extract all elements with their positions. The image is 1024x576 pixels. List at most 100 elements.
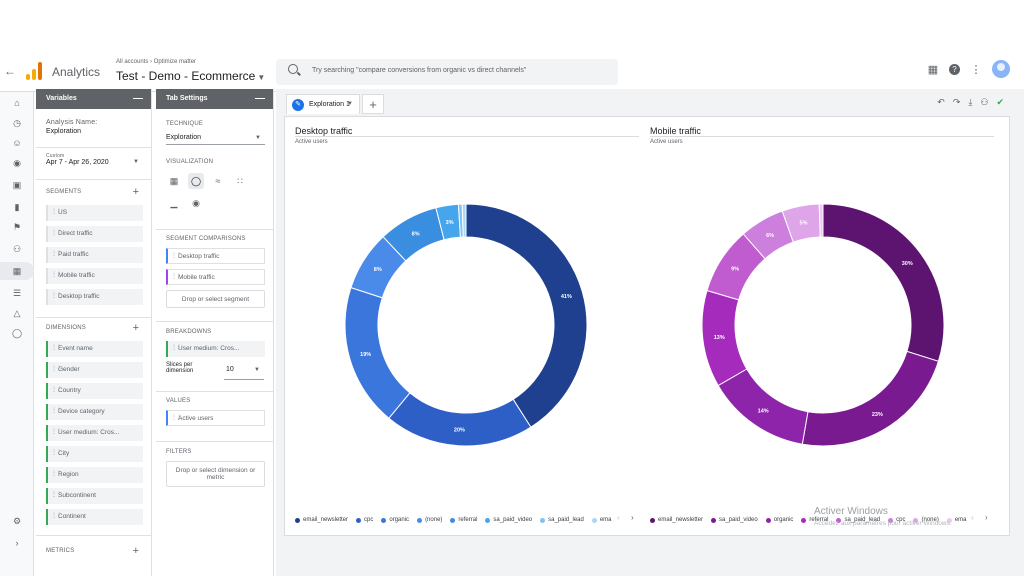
legend-item[interactable]: (none) <box>913 517 939 523</box>
tab-exploration-1[interactable]: ✎ Exploration 1 ▼ <box>286 94 360 114</box>
expand-chevron-icon[interactable]: › <box>15 538 19 548</box>
redo-icon[interactable]: ↷ <box>952 97 961 107</box>
donut-slice-organic[interactable] <box>344 286 411 419</box>
arrow-left-icon[interactable]: ← <box>4 64 16 78</box>
breakdown-chip[interactable]: ⋮⋮ User medium: Cros... <box>166 341 265 357</box>
donut-viz-icon[interactable]: ◯ <box>188 173 204 189</box>
legend-item[interactable]: cpc <box>888 517 905 523</box>
minimize-icon[interactable]: — <box>133 93 143 104</box>
legend-item[interactable]: referral <box>801 517 828 523</box>
legend-label: ema <box>599 517 612 523</box>
caret-down-icon: ▼ <box>133 159 139 165</box>
share-people-icon[interactable]: ⚇ <box>980 97 989 107</box>
analysis-name-input[interactable]: Exploration <box>46 128 82 135</box>
caret-down-icon[interactable]: ▼ <box>347 101 353 107</box>
legend-item[interactable]: cpc <box>356 517 373 523</box>
visualization-section: VISUALIZATION ▦ ◯ ≈ ∷ ▁ ◉ <box>166 159 265 211</box>
donut-slice-cpc[interactable] <box>388 392 532 447</box>
legend-prev-icon[interactable]: ‹ <box>971 513 974 522</box>
geo-viz-icon[interactable]: ◉ <box>192 198 200 208</box>
download-icon[interactable]: ⤓ <box>968 97 973 107</box>
apps-grid-icon[interactable]: ▦ <box>927 63 939 76</box>
legend-prev-icon[interactable]: ‹ <box>617 513 620 522</box>
legend-next-icon[interactable]: › <box>631 513 634 522</box>
shield-check-icon[interactable]: ✔ <box>996 97 1004 107</box>
dimension-chip[interactable]: ⋮⋮ Event name <box>46 341 143 357</box>
legend-item[interactable]: sa_paid_lead <box>540 517 584 523</box>
home-icon[interactable]: ⌂ <box>14 98 20 108</box>
segment-chip[interactable]: ⋮⋮ Paid traffic <box>46 247 143 263</box>
segment-chip[interactable]: ⋮⋮ Direct traffic <box>46 226 143 242</box>
person-pin-icon[interactable]: ⚇ <box>12 244 22 254</box>
scatter-viz-icon[interactable]: ∷ <box>237 176 243 186</box>
filters-drop-zone[interactable]: Drop or select dimension or metric <box>166 461 265 487</box>
avatar[interactable] <box>992 60 1010 78</box>
donut-chart-mobile[interactable]: 30% 23% 14% 13% 9% 6% 5% <box>699 201 947 449</box>
breadcrumb[interactable]: All accounts › Optimize matter <box>116 59 197 65</box>
legend-next-icon[interactable]: › <box>985 513 988 522</box>
dimension-chip[interactable]: ⋮⋮ Device category <box>46 404 143 420</box>
flag-icon[interactable]: ⚑ <box>12 222 22 232</box>
segment-chip[interactable]: ⋮⋮ US <box>46 205 143 221</box>
legend-item[interactable]: ema <box>591 517 612 523</box>
realtime-clock-icon[interactable]: ◷ <box>13 118 21 128</box>
dimension-chip[interactable]: ⋮⋮ City <box>46 446 143 462</box>
donut-slice-organic[interactable] <box>717 368 809 445</box>
dimension-chip[interactable]: ⋮⋮ Continent <box>46 509 143 525</box>
more-vert-icon[interactable]: ⋮ <box>970 63 982 76</box>
legend-item[interactable]: organic <box>765 517 793 523</box>
date-range-picker[interactable]: Custom Apr 7 - Apr 26, 2020 ▼ <box>46 153 143 166</box>
add-tab-button[interactable]: + <box>362 94 384 114</box>
legend-item[interactable]: sa_paid_video <box>711 517 758 523</box>
user-icon[interactable]: ☺ <box>12 138 22 148</box>
hierarchy-icon[interactable]: △ <box>13 308 21 318</box>
explore-icon[interactable]: ▦ <box>0 262 34 280</box>
donut-chart-desktop[interactable]: 41% 20% 19% 8% 8% 3% <box>342 201 590 449</box>
legend-item[interactable]: sa_paid_lead <box>836 517 880 523</box>
dimension-chip[interactable]: ⋮⋮ Gender <box>46 362 143 378</box>
legend-item[interactable]: email_newsletter <box>295 517 348 523</box>
people-list-icon[interactable]: ☰ <box>12 288 22 298</box>
legend-label: referral <box>809 517 829 523</box>
database-icon[interactable]: ◯ <box>11 328 23 338</box>
help-icon[interactable]: ? <box>949 63 960 75</box>
technique-select[interactable]: Exploration <box>166 134 202 141</box>
segment-chip[interactable]: ⋮⋮ Mobile traffic <box>46 268 143 284</box>
legend-swatch <box>591 517 597 523</box>
donut-slice-sa-paid-video[interactable] <box>801 350 940 447</box>
value-chip[interactable]: ⋮⋮ Active users <box>166 410 265 426</box>
legend-item[interactable]: organic <box>381 517 409 523</box>
donut-slice-email[interactable] <box>818 203 824 238</box>
segment-chip[interactable]: ⋮⋮ Desktop traffic <box>46 289 143 305</box>
legend-item[interactable]: sa_paid_video <box>485 517 532 523</box>
devices-icon[interactable]: ▮ <box>14 202 20 212</box>
minimize-icon[interactable]: — <box>255 93 265 104</box>
add-dimension-icon[interactable]: + <box>132 322 139 334</box>
property-selector[interactable]: Test - Demo - Ecommerce ▼ <box>116 69 265 83</box>
comparison-mobile-traffic[interactable]: ⋮⋮ Mobile traffic <box>166 269 265 285</box>
legend-item[interactable]: (none) <box>417 517 442 523</box>
dimension-chip[interactable]: ⋮⋮ Country <box>46 383 143 399</box>
dashboard-icon[interactable]: ▣ <box>12 180 22 190</box>
add-segment-icon[interactable]: + <box>132 186 139 198</box>
line-viz-icon[interactable]: ≈ <box>215 176 221 186</box>
legend-item[interactable]: referral <box>450 517 477 523</box>
slices-select[interactable]: 10 <box>226 366 234 373</box>
dimension-chip[interactable]: ⋮⋮ Region <box>46 467 143 483</box>
settings-gear-icon[interactable]: ⚙ <box>12 516 22 526</box>
donut-slice-email-newsletter[interactable] <box>822 203 945 362</box>
table-viz-icon[interactable]: ▦ <box>169 176 179 186</box>
comparison-desktop-traffic[interactable]: ⋮⋮ Desktop traffic <box>166 248 265 264</box>
search-bar[interactable]: Try searching "compare conversions from … <box>276 59 618 85</box>
drop-segment-zone[interactable]: Drop or select segment <box>166 290 265 308</box>
legend-item[interactable]: email_newsletter <box>650 517 703 523</box>
dimension-chip[interactable]: ⋮⋮ User medium: Cros... <box>46 425 143 441</box>
donut-slice-email-newsletter[interactable] <box>465 203 588 428</box>
undo-icon[interactable]: ↶ <box>937 97 945 107</box>
add-metric-icon[interactable]: + <box>132 545 139 557</box>
bar-viz-icon[interactable]: ▁ <box>170 198 178 208</box>
donut-slice-email[interactable] <box>461 203 467 238</box>
dimension-chip[interactable]: ⋮⋮ Subcontinent <box>46 488 143 504</box>
globe-icon[interactable]: ◉ <box>13 158 21 168</box>
legend-item[interactable]: ema <box>946 517 967 523</box>
